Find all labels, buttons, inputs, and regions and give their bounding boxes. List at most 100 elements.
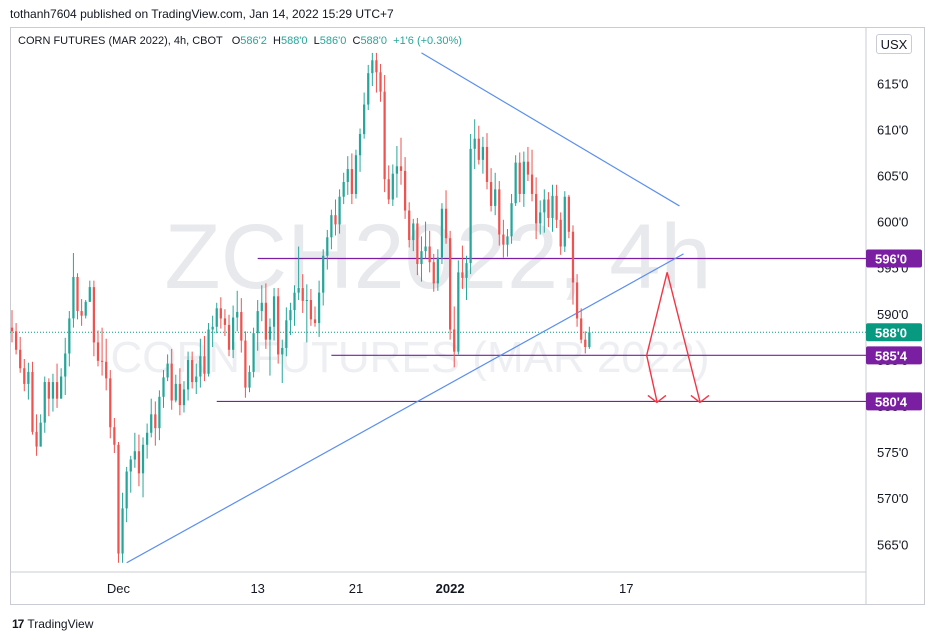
candle-body: [489, 181, 493, 206]
candle-body: [64, 353, 67, 377]
trendline: [126, 253, 684, 564]
candle-body: [387, 179, 390, 200]
symbol-title: CORN FUTURES (MAR 2022), 4h, CBOT: [18, 35, 223, 47]
candle-body: [195, 376, 198, 383]
candle-body: [563, 196, 566, 247]
candle-body: [342, 181, 345, 197]
tradingview-footer[interactable]: 17 TradingView: [12, 617, 93, 631]
candle-body: [334, 215, 337, 225]
high-label: H: [273, 35, 281, 47]
x-tick-label: 17: [619, 581, 633, 596]
candle-body: [535, 193, 538, 224]
y-tick-label: 575'0: [877, 445, 908, 460]
candle-body: [473, 138, 476, 149]
candle-body: [105, 361, 108, 379]
candle-body: [133, 451, 136, 460]
candle-body: [178, 383, 182, 406]
candle-body: [354, 155, 358, 194]
level-price-tag: 580'4: [875, 394, 908, 409]
candle-body: [154, 414, 157, 429]
candle-body: [530, 174, 534, 194]
projection-path: [646, 272, 701, 402]
candle-body: [80, 311, 83, 316]
candle-body: [383, 91, 386, 180]
open-value: 586'2: [240, 35, 267, 47]
candle-body: [584, 339, 587, 348]
candle-body: [510, 203, 513, 237]
candle-body: [444, 208, 448, 239]
candle-body: [166, 363, 169, 378]
candle-body: [203, 356, 206, 374]
x-tick-label: Dec: [107, 581, 131, 596]
candle-body: [379, 72, 382, 92]
candle-body: [23, 368, 26, 384]
level-price-tag: 585'4: [875, 348, 908, 363]
candle-body: [39, 422, 42, 447]
projection-arrowhead: [647, 394, 667, 404]
watermark-description: CORN FUTURES (MAR 2022): [111, 333, 710, 382]
level-price-tag-bg: [866, 346, 922, 365]
candle-body: [219, 308, 222, 319]
candle-body: [469, 148, 472, 264]
candle-body: [346, 169, 349, 182]
candle-body: [170, 363, 173, 401]
candle-body: [88, 287, 91, 302]
candle-body: [518, 162, 521, 194]
candle-body: [367, 73, 370, 105]
publisher-line: tothanh7604 published on TradingView.com…: [10, 7, 394, 21]
candle-body: [84, 301, 87, 316]
candle-body: [363, 104, 366, 135]
candle-body: [514, 162, 517, 204]
high-value: 588'0: [280, 35, 308, 47]
candle-body: [326, 237, 329, 256]
candle-body: [485, 146, 489, 182]
candle-body: [35, 431, 38, 447]
candle-body: [449, 238, 452, 330]
candle-body: [68, 318, 71, 354]
candle-body: [207, 329, 210, 374]
candle-body: [502, 234, 505, 245]
candle-body: [494, 189, 497, 206]
candle-body: [313, 319, 317, 324]
candle-body: [399, 166, 403, 171]
candle-body: [51, 382, 55, 399]
candle-body: [256, 311, 259, 334]
currency-button[interactable]: USX: [876, 34, 912, 54]
candle-body: [264, 302, 267, 340]
candle-body: [10, 327, 14, 332]
y-tick-label: 565'0: [877, 537, 908, 552]
level-price-tag: 596'0: [875, 252, 907, 267]
candle-body: [477, 138, 480, 160]
candle-body: [588, 332, 591, 348]
candle-body: [231, 317, 235, 350]
candle-body: [506, 236, 509, 245]
level-price-tag-bg: [866, 392, 922, 411]
candle-body: [277, 296, 280, 355]
candle-body: [539, 212, 542, 224]
y-tick-label: 590'0: [877, 307, 908, 322]
x-tick-label: 2022: [436, 581, 465, 596]
candle-body: [481, 146, 485, 160]
candle-body: [43, 382, 46, 423]
candle-body: [174, 383, 177, 401]
candle-body: [191, 359, 194, 383]
candle-body: [301, 288, 304, 301]
candle-body: [526, 161, 530, 175]
candle-body: [580, 318, 583, 340]
candle-body: [27, 371, 30, 384]
candle-body: [293, 292, 296, 311]
y-tick-label: 605'0: [877, 169, 908, 184]
candle-body: [571, 231, 575, 283]
candle-body: [158, 396, 161, 429]
last-price-tag: 588'0: [875, 325, 907, 340]
candle-body: [424, 246, 427, 252]
projection-arrowhead: [690, 394, 710, 404]
candle-body: [186, 359, 190, 390]
candle-body: [223, 318, 227, 325]
candle-body: [358, 134, 362, 156]
chart-frame[interactable]: [10, 27, 925, 605]
candle-body: [137, 451, 141, 474]
candle-body: [567, 196, 571, 232]
candle-body: [268, 326, 272, 340]
